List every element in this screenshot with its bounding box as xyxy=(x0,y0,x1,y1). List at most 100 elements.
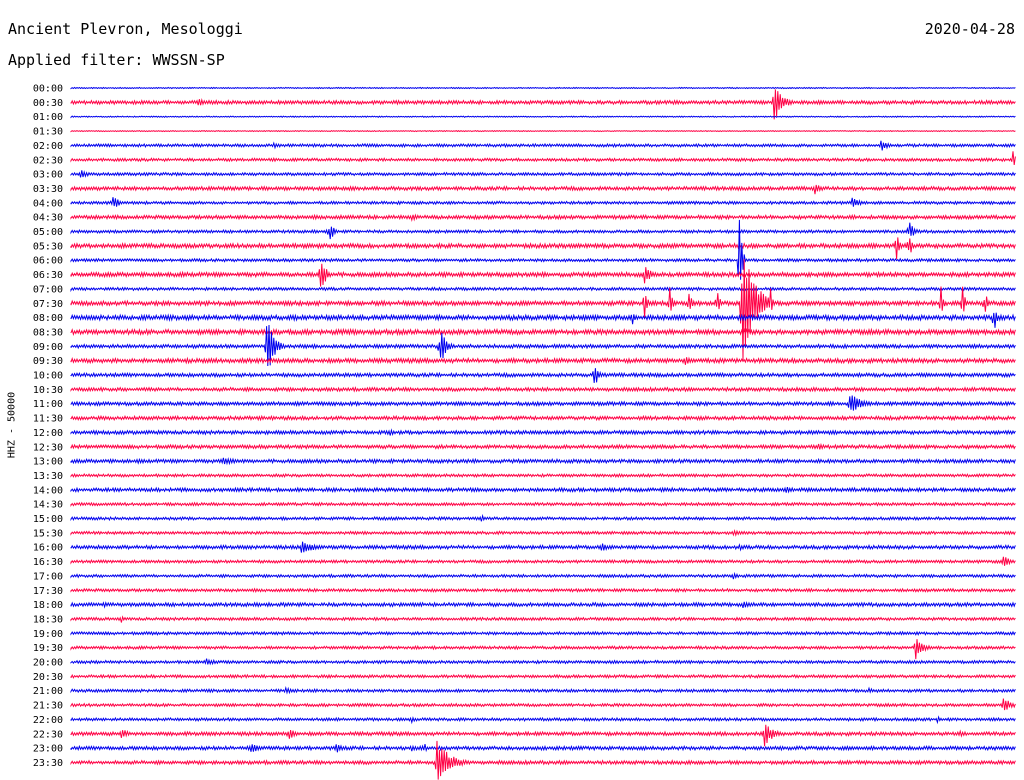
time-label-1100: 11:00 xyxy=(33,399,63,410)
time-label-1930: 19:30 xyxy=(33,643,63,654)
trace-2000 xyxy=(70,658,1016,666)
trace-0100 xyxy=(70,115,1016,119)
time-label-0630: 06:30 xyxy=(33,270,63,281)
trace-0700 xyxy=(70,286,1016,293)
trace-0500 xyxy=(70,222,1016,240)
time-label-0100: 01:00 xyxy=(33,112,63,123)
trace-1930 xyxy=(70,639,1016,660)
time-label-0600: 06:00 xyxy=(33,256,63,267)
time-label-0000: 00:00 xyxy=(33,84,63,95)
time-label-1300: 13:00 xyxy=(33,457,63,468)
trace-2130 xyxy=(70,698,1016,711)
time-label-1700: 17:00 xyxy=(33,571,63,582)
trace-2300 xyxy=(70,743,1016,753)
time-label-1130: 11:30 xyxy=(33,414,63,425)
time-label-1430: 14:30 xyxy=(33,500,63,511)
trace-1600 xyxy=(70,541,1016,553)
time-label-0030: 00:30 xyxy=(33,98,63,109)
trace-0430 xyxy=(70,213,1016,222)
time-label-0130: 01:30 xyxy=(33,127,63,138)
time-label-2130: 21:30 xyxy=(33,701,63,712)
time-label-1330: 13:30 xyxy=(33,471,63,482)
trace-1100 xyxy=(70,395,1016,411)
trace-1730 xyxy=(70,587,1016,593)
time-label-0400: 04:00 xyxy=(33,198,63,209)
trace-0130 xyxy=(70,129,1016,133)
trace-0600 xyxy=(70,219,1016,280)
trace-0330 xyxy=(70,184,1016,195)
time-label-1030: 10:30 xyxy=(33,385,63,396)
trace-0900 xyxy=(70,325,1016,366)
trace-0830 xyxy=(70,327,1016,337)
time-label-1500: 15:00 xyxy=(33,514,63,525)
time-label-1730: 17:30 xyxy=(33,586,63,597)
trace-0930 xyxy=(70,356,1016,365)
trace-0300 xyxy=(70,170,1016,178)
time-label-1600: 16:00 xyxy=(33,543,63,554)
time-label-1230: 12:30 xyxy=(33,442,63,453)
trace-0530 xyxy=(70,237,1016,260)
trace-2230 xyxy=(70,724,1016,747)
time-label-2030: 20:30 xyxy=(33,672,63,683)
time-label-0700: 07:00 xyxy=(33,284,63,295)
time-label-0230: 02:30 xyxy=(33,155,63,166)
trace-1700 xyxy=(70,571,1016,580)
trace-1330 xyxy=(70,472,1016,479)
time-label-2100: 21:00 xyxy=(33,686,63,697)
station-title: Ancient Plevron, Mesologgi xyxy=(8,20,243,38)
record-date: 2020-04-28 xyxy=(924,20,1015,38)
time-label-0430: 04:30 xyxy=(33,213,63,224)
time-label-1830: 18:30 xyxy=(33,614,63,625)
time-label-2300: 23:00 xyxy=(33,744,63,755)
time-label-1900: 19:00 xyxy=(33,629,63,640)
time-label-2200: 22:00 xyxy=(33,715,63,726)
trace-1000 xyxy=(70,368,1016,383)
trace-0230 xyxy=(70,151,1016,166)
time-label-0330: 03:30 xyxy=(33,184,63,195)
time-label-0930: 09:30 xyxy=(33,356,63,367)
trace-1500 xyxy=(70,513,1016,522)
trace-1300 xyxy=(70,457,1016,466)
time-label-1000: 10:00 xyxy=(33,371,63,382)
trace-0200 xyxy=(70,140,1016,151)
trace-2200 xyxy=(70,715,1016,725)
trace-0400 xyxy=(70,197,1016,207)
trace-1630 xyxy=(70,556,1016,566)
filter-label: Applied filter: WWSSN-SP xyxy=(8,51,225,69)
time-label-1530: 15:30 xyxy=(33,528,63,539)
trace-0800 xyxy=(70,312,1016,328)
trace-1200 xyxy=(70,428,1016,436)
trace-2030 xyxy=(70,673,1016,679)
time-label-0530: 05:30 xyxy=(33,241,63,252)
time-label-0500: 05:00 xyxy=(33,227,63,238)
time-label-1400: 14:00 xyxy=(33,485,63,496)
time-label-0200: 02:00 xyxy=(33,141,63,152)
time-label-2000: 20:00 xyxy=(33,658,63,669)
trace-1530 xyxy=(70,528,1016,537)
time-label-0300: 03:00 xyxy=(33,170,63,181)
trace-0630 xyxy=(70,263,1016,287)
trace-1900 xyxy=(70,630,1016,636)
trace-1800 xyxy=(70,600,1016,609)
time-label-0800: 08:00 xyxy=(33,313,63,324)
time-label-1200: 12:00 xyxy=(33,428,63,439)
time-label-1630: 16:30 xyxy=(33,557,63,568)
trace-1430 xyxy=(70,501,1016,507)
trace-1030 xyxy=(70,386,1016,393)
time-label-0900: 09:00 xyxy=(33,342,63,353)
trace-1400 xyxy=(70,486,1016,494)
trace-1230 xyxy=(70,442,1016,451)
trace-0000 xyxy=(70,86,1016,90)
trace-1830 xyxy=(70,615,1016,623)
time-label-2330: 23:30 xyxy=(33,758,63,769)
trace-1130 xyxy=(70,414,1016,422)
time-label-0730: 07:30 xyxy=(33,299,63,310)
trace-0730 xyxy=(70,259,1016,360)
trace-0030 xyxy=(70,89,1016,120)
time-label-1800: 18:00 xyxy=(33,600,63,611)
time-label-2230: 22:30 xyxy=(33,729,63,740)
time-label-0830: 08:30 xyxy=(33,327,63,338)
trace-2100 xyxy=(70,685,1016,695)
trace-2330 xyxy=(70,740,1016,780)
